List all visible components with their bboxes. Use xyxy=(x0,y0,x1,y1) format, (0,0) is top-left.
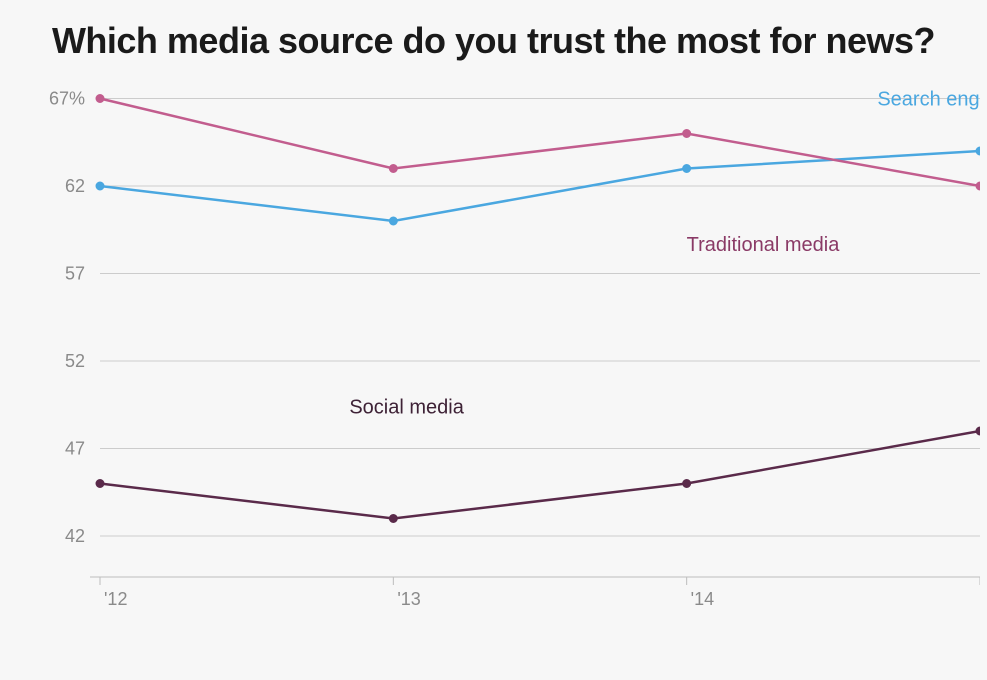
data-point xyxy=(96,480,104,488)
series-label: Search engine xyxy=(877,89,980,111)
data-point xyxy=(683,480,691,488)
series-label: Social media xyxy=(349,397,464,419)
series-social-media: Social media xyxy=(96,397,980,523)
data-point xyxy=(96,95,104,103)
y-tick-label: 57 xyxy=(65,264,85,284)
y-tick-label: 47 xyxy=(65,439,85,459)
y-tick-label: 52 xyxy=(65,351,85,371)
data-point xyxy=(96,182,104,190)
series-traditional-media: Traditional media xyxy=(96,95,980,256)
trust-line-chart: 67%6257524742'12'13'14'15Search engineTr… xyxy=(20,81,967,621)
x-tick-label: '12 xyxy=(104,589,127,609)
y-tick-label: 42 xyxy=(65,526,85,546)
chart-title: Which media source do you trust the most… xyxy=(20,20,967,61)
series-label: Traditional media xyxy=(687,234,841,256)
series-line xyxy=(100,99,980,187)
data-point xyxy=(389,217,397,225)
data-point xyxy=(683,130,691,138)
y-axis: 67% 62 57 52 47 42 xyxy=(49,89,980,547)
data-point xyxy=(389,515,397,523)
data-point xyxy=(976,147,980,155)
chart-svg: 67%6257524742'12'13'14'15Search engineTr… xyxy=(20,81,980,621)
data-point xyxy=(976,427,980,435)
data-point xyxy=(683,165,691,173)
y-tick-label: 62 xyxy=(65,176,85,196)
y-tick-label: 67% xyxy=(49,89,85,109)
series-line xyxy=(100,431,980,519)
x-axis: '12'13'14'15 xyxy=(90,577,980,609)
x-tick-label: '13 xyxy=(397,589,420,609)
series-search-engine: Search engine xyxy=(96,89,980,226)
x-tick-label: '14 xyxy=(691,589,714,609)
data-point xyxy=(976,182,980,190)
data-point xyxy=(389,165,397,173)
